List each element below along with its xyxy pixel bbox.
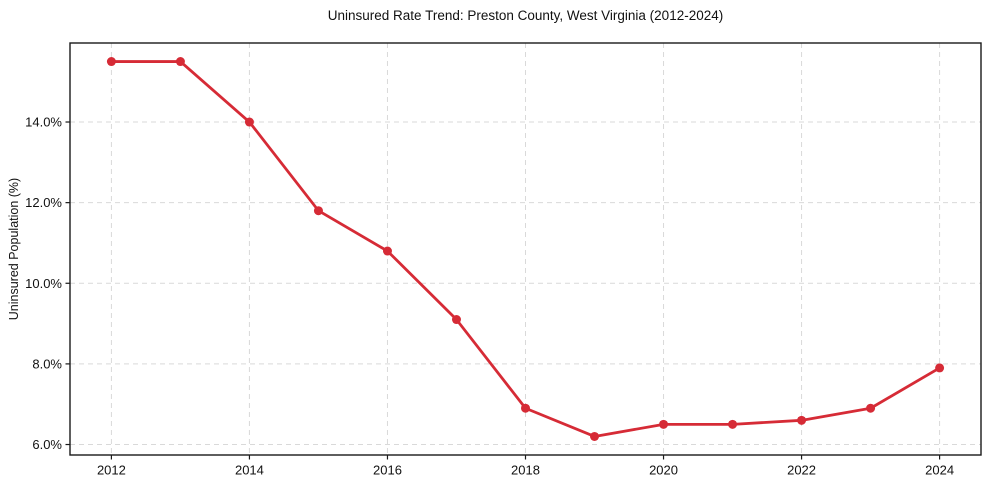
data-point-2013 xyxy=(175,57,185,67)
x-tick-label: 2022 xyxy=(787,463,816,478)
data-point-2024 xyxy=(935,363,945,373)
data-point-2012 xyxy=(106,57,116,67)
y-tick-label: 6.0% xyxy=(32,437,62,452)
data-point-2023 xyxy=(866,403,876,413)
x-tick-label: 2020 xyxy=(649,463,678,478)
y-tick-label: 12.0% xyxy=(25,195,62,210)
y-tick-label: 8.0% xyxy=(32,356,62,371)
y-tick-label: 10.0% xyxy=(25,276,62,291)
x-tick-label: 2016 xyxy=(373,463,402,478)
data-point-2019 xyxy=(590,431,600,441)
data-point-2017 xyxy=(451,315,461,325)
y-axis-label: Uninsured Population (%) xyxy=(7,177,21,321)
data-point-2022 xyxy=(797,415,807,425)
data-point-2018 xyxy=(521,403,530,413)
data-point-2016 xyxy=(382,246,392,256)
data-point-2015 xyxy=(313,206,323,216)
axes-spines xyxy=(69,42,982,456)
data-point-2014 xyxy=(244,117,254,127)
x-tick-label: 2018 xyxy=(511,463,540,478)
x-tick-label: 2012 xyxy=(97,463,126,478)
y-tick-label: 14.0% xyxy=(25,115,62,130)
x-tick-label: 2014 xyxy=(235,463,264,478)
x-tick-label: 2024 xyxy=(925,463,954,478)
data-point-2020 xyxy=(659,419,669,429)
chart-title: Uninsured Rate Trend: Preston County, We… xyxy=(327,8,724,23)
data-point-2021 xyxy=(728,419,738,429)
